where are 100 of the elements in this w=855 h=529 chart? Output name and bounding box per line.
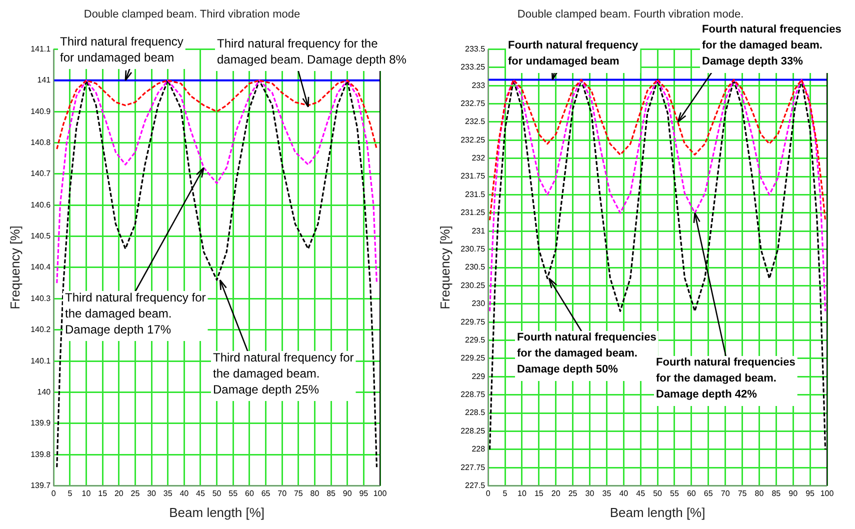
line-series bbox=[56, 80, 378, 468]
x-tick-label: 75 bbox=[294, 488, 304, 498]
x-tick-label: 0 bbox=[486, 488, 491, 498]
x-tick-label: 20 bbox=[551, 488, 561, 498]
y-tick-label: 230.5 bbox=[465, 262, 486, 272]
x-tick-label: 40 bbox=[180, 488, 190, 498]
x-tick-label: 95 bbox=[806, 488, 816, 498]
annotation: Third natural frequency for the damaged beam. Damage depth 8% bbox=[217, 36, 407, 66]
y-tick-label: 141 bbox=[37, 76, 52, 85]
x-tick-label: 15 bbox=[534, 488, 544, 498]
x-tick-label: 35 bbox=[602, 488, 612, 498]
x-tick-label: 85 bbox=[326, 488, 336, 498]
y-tick-label: 228.25 bbox=[460, 426, 486, 436]
y-tick-label: 140.3 bbox=[30, 294, 52, 303]
x-tick-label: 80 bbox=[310, 488, 320, 498]
x-tick-label: 75 bbox=[738, 488, 748, 498]
y-tick-label: 228.75 bbox=[460, 390, 486, 400]
x-tick-label: 100 bbox=[820, 488, 834, 498]
y-tick-label: 231 bbox=[472, 226, 486, 236]
x-tick-label: 5 bbox=[502, 488, 508, 498]
x-tick-label: 100 bbox=[373, 488, 388, 498]
y-tick-label: 231.75 bbox=[460, 172, 486, 181]
x-axis-title: Beam length [%] bbox=[610, 504, 706, 520]
y-tick-label: 230.25 bbox=[460, 280, 486, 290]
x-tick-label: 60 bbox=[686, 488, 696, 498]
x-tick-label: 80 bbox=[754, 488, 764, 498]
line-series bbox=[488, 78, 826, 312]
x-tick-label: 50 bbox=[212, 488, 222, 498]
annotation: Third natural frequency for the damaged beam. Damage depth 25% bbox=[213, 350, 354, 396]
annotation: Fourth natural frequencies for the damaged beam. Damage depth 33% bbox=[702, 24, 842, 68]
y-tick-label: 140.6 bbox=[30, 200, 52, 210]
y-tick-label: 230.75 bbox=[460, 244, 486, 254]
x-tick-label: 50 bbox=[653, 488, 663, 498]
y-tick-label: 233.25 bbox=[460, 62, 486, 72]
x-tick-label: 95 bbox=[359, 488, 369, 498]
y-tick-label: 232.5 bbox=[465, 117, 486, 126]
y-tick-label: 231.5 bbox=[465, 190, 486, 199]
x-tick-label: 25 bbox=[568, 488, 578, 498]
annotation: Third natural frequency for undamaged beam bbox=[60, 34, 184, 64]
y-tick-label: 140.1 bbox=[30, 356, 52, 366]
line-series bbox=[56, 80, 378, 150]
y-tick-label: 229.75 bbox=[460, 317, 486, 326]
y-tick-label: 140 bbox=[37, 387, 52, 396]
y-tick-label: 141.1 bbox=[30, 44, 52, 54]
y-tick-label: 232.25 bbox=[460, 135, 486, 144]
y-tick-label: 233 bbox=[472, 80, 486, 90]
x-axis-title: Beam length [%] bbox=[169, 504, 265, 520]
y-tick-label: 140.7 bbox=[30, 169, 52, 178]
x-tick-label: 35 bbox=[163, 488, 173, 498]
annotation: Fourth natural frequencies for the damaged beam. Damage depth 50% bbox=[517, 332, 656, 376]
x-tick-label: 65 bbox=[261, 488, 271, 498]
y-tick-label: 228.5 bbox=[465, 408, 486, 418]
x-tick-label: 55 bbox=[670, 488, 680, 498]
y-tick-label: 227.5 bbox=[465, 481, 486, 490]
x-tick-label: 85 bbox=[772, 488, 782, 498]
y-tick-label: 139.9 bbox=[30, 418, 52, 428]
y-tick-label: 140.2 bbox=[30, 325, 52, 334]
x-tick-label: 30 bbox=[147, 488, 157, 498]
x-tick-label: 90 bbox=[788, 488, 798, 498]
chart-title: Double clamped beam. Third vibration mode bbox=[84, 8, 300, 21]
y-tick-label: 228 bbox=[472, 444, 486, 454]
y-tick-label: 231.25 bbox=[460, 208, 486, 218]
y-tick-label: 232.75 bbox=[460, 98, 486, 108]
y-axis-title: Frequency [%] bbox=[7, 226, 22, 310]
x-tick-label: 90 bbox=[342, 488, 352, 498]
x-tick-label: 0 bbox=[51, 488, 56, 498]
x-tick-label: 45 bbox=[196, 488, 206, 498]
x-tick-label: 25 bbox=[130, 488, 140, 498]
line-series bbox=[488, 78, 826, 221]
y-tick-label: 229.5 bbox=[465, 335, 486, 344]
line-series bbox=[56, 80, 378, 284]
x-tick-label: 70 bbox=[720, 488, 730, 498]
y-tick-label: 230 bbox=[472, 299, 486, 308]
y-tick-label: 140.5 bbox=[30, 232, 52, 241]
y-tick-label: 139.8 bbox=[30, 450, 52, 459]
y-tick-label: 139.7 bbox=[30, 481, 52, 490]
chart-title: Double clamped beam. Fourth vibration mode. bbox=[517, 8, 744, 21]
y-tick-label: 140.8 bbox=[30, 138, 52, 147]
annotation: Third natural frequency for the damaged beam. Damage depth 17% bbox=[65, 290, 206, 336]
y-tick-label: 140.9 bbox=[30, 106, 52, 116]
x-tick-label: 10 bbox=[82, 488, 92, 498]
x-tick-label: 45 bbox=[636, 488, 646, 498]
annotation: Fourth natural frequency for undamaged beam bbox=[508, 40, 640, 68]
x-tick-label: 70 bbox=[278, 488, 288, 498]
y-tick-label: 229 bbox=[472, 372, 486, 381]
y-tick-label: 140.4 bbox=[30, 262, 52, 272]
x-tick-label: 20 bbox=[114, 488, 124, 498]
x-tick-label: 65 bbox=[704, 488, 714, 498]
x-tick-label: 55 bbox=[228, 488, 238, 498]
x-tick-label: 40 bbox=[619, 488, 629, 498]
y-axis-title: Frequency [%] bbox=[437, 226, 452, 310]
annotation: Fourth natural frequencies for the damaged beam. Damage depth 42% bbox=[656, 356, 796, 401]
x-tick-label: 15 bbox=[98, 488, 108, 498]
y-tick-label: 232 bbox=[472, 154, 486, 163]
x-tick-label: 30 bbox=[585, 488, 595, 498]
x-tick-label: 60 bbox=[244, 488, 254, 498]
x-tick-label: 10 bbox=[518, 488, 527, 498]
x-tick-label: 5 bbox=[68, 488, 73, 498]
y-tick-label: 227.75 bbox=[460, 462, 486, 472]
y-tick-label: 233.5 bbox=[465, 44, 486, 54]
